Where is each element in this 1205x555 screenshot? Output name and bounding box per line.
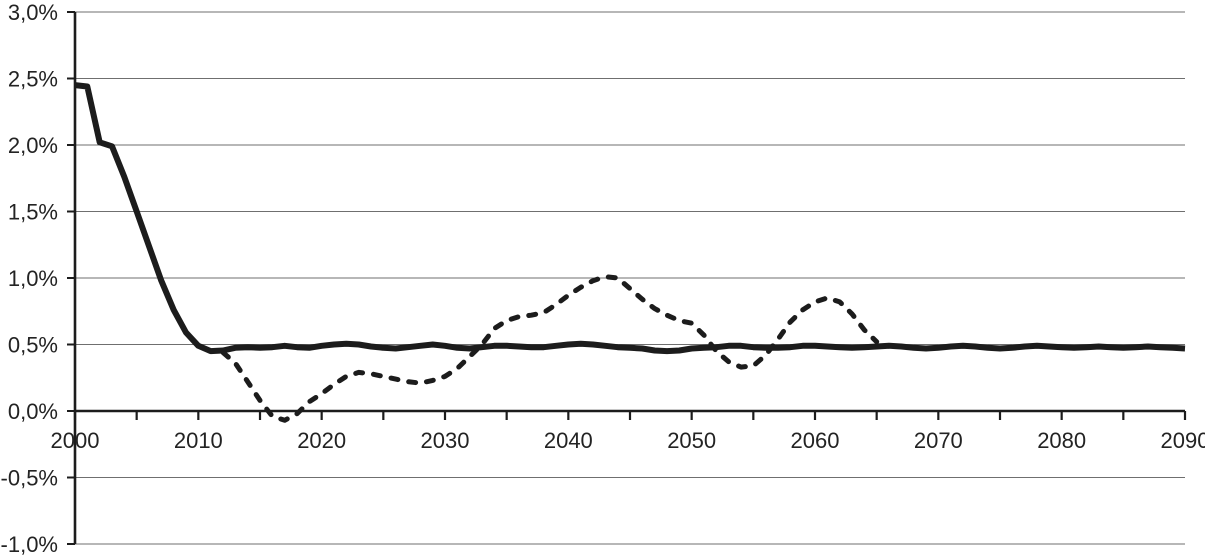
y-tick-label: 2,5% <box>8 67 58 92</box>
series-solid-line <box>74 82 1186 355</box>
x-tick-label: 2010 <box>174 428 223 453</box>
x-tick-label: 2090 <box>1161 428 1205 453</box>
y-tick-label: -0,5% <box>1 466 58 491</box>
y-tick-label: 0,5% <box>8 333 58 358</box>
x-tick-label: 2070 <box>914 428 963 453</box>
y-tick-label: 3,0% <box>8 0 58 25</box>
y-tick-label: -1,0% <box>1 532 58 555</box>
y-tick-label: 1,5% <box>8 200 58 225</box>
x-tick-label: 2080 <box>1037 428 1086 453</box>
x-tick-label: 2050 <box>667 428 716 453</box>
y-tick-label: 2,0% <box>8 133 58 158</box>
y-tick-label: 1,0% <box>8 266 58 291</box>
x-tick-label: 2030 <box>421 428 470 453</box>
series-dashed-line <box>220 274 880 423</box>
x-tick-label: 2020 <box>297 428 346 453</box>
x-tick-label: 2000 <box>51 428 100 453</box>
x-tick-label: 2060 <box>791 428 840 453</box>
y-tick-label: 0,0% <box>8 399 58 424</box>
x-tick-label: 2040 <box>544 428 593 453</box>
